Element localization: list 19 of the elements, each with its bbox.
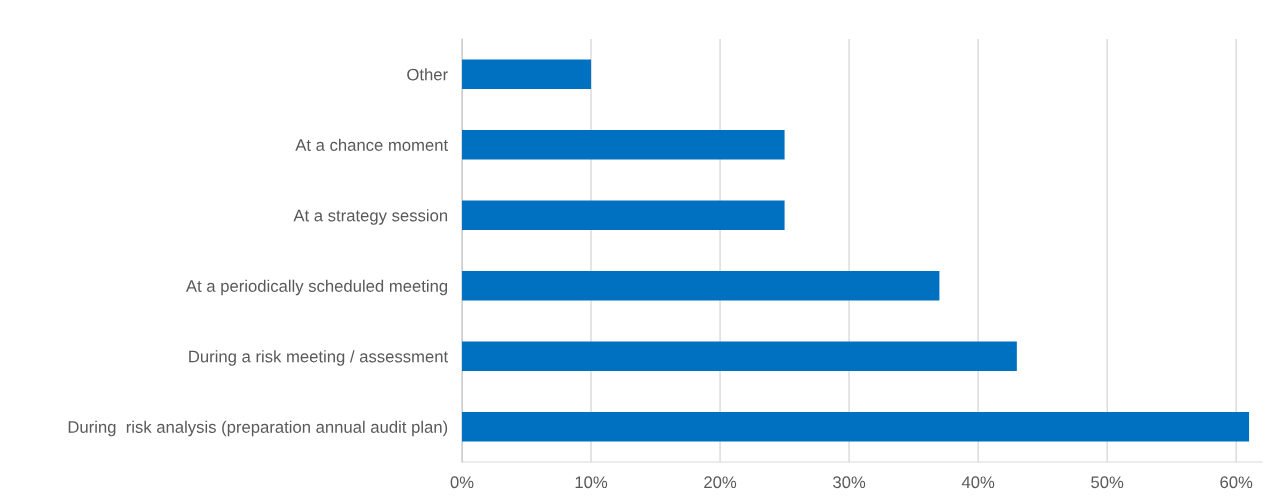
bar [462, 411, 1250, 442]
y-tick-label: At a strategy session [293, 209, 448, 225]
bar [462, 341, 1017, 372]
x-tick-label: 30% [833, 476, 866, 489]
bar [462, 200, 785, 231]
x-tick-label: 50% [1091, 476, 1124, 489]
bar [462, 129, 785, 160]
x-tick-label: 60% [1220, 476, 1253, 489]
bar [462, 270, 940, 301]
x-tick-label: 20% [704, 476, 737, 489]
y-tick-label: During a risk meeting / assessment [189, 350, 448, 366]
y-tick-label: Other [407, 68, 448, 81]
x-tick-label: 40% [961, 476, 995, 489]
y-tick-label: At a periodically scheduled meeting [185, 279, 448, 296]
y-tick-label: At a chance moment [295, 138, 448, 151]
bar [462, 59, 592, 90]
x-tick-label: 0% [450, 476, 474, 489]
x-tick-label: 10% [575, 476, 608, 489]
y-tick-label: During risk analysis (preparation annual audit plan) [68, 420, 448, 437]
